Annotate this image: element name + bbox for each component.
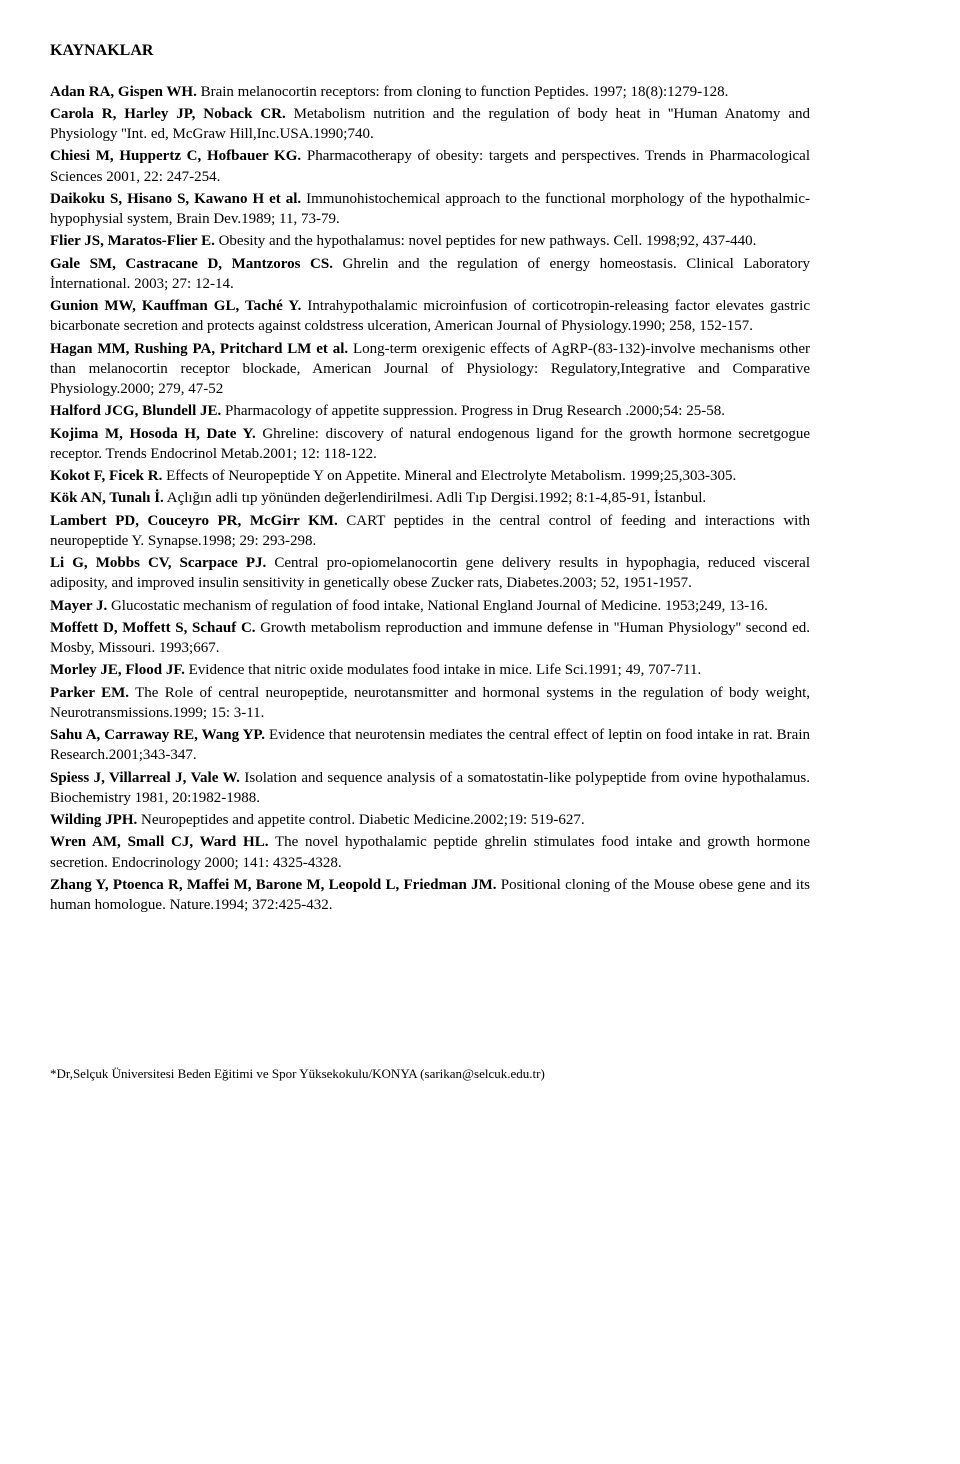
reference-entry: Carola R, Harley JP, Noback CR. Metaboli… xyxy=(50,104,810,145)
reference-entry: Zhang Y, Ptoenca R, Maffei M, Barone M, … xyxy=(50,875,810,916)
reference-authors: Kojima M, Hosoda H, Date Y. xyxy=(50,426,256,442)
reference-entry: Spiess J, Villarreal J, Vale W. Isolatio… xyxy=(50,768,810,809)
reference-entry: Mayer J. Glucostatic mechanism of regula… xyxy=(50,596,810,616)
references-heading: KAYNAKLAR xyxy=(50,40,810,62)
reference-authors: Flier JS, Maratos-Flier E. xyxy=(50,233,215,249)
reference-entry: Halford JCG, Blundell JE. Pharmacology o… xyxy=(50,401,810,421)
reference-authors: Zhang Y, Ptoenca R, Maffei M, Barone M, … xyxy=(50,877,497,893)
reference-body: Neuropeptides and appetite control. Diab… xyxy=(137,812,584,828)
reference-authors: Gunion MW, Kauffman GL, Taché Y. xyxy=(50,298,301,314)
reference-body: Evidence that nitric oxide modulates foo… xyxy=(185,662,701,678)
reference-entry: Wilding JPH. Neuropeptides and appetite … xyxy=(50,810,810,830)
reference-authors: Morley JE, Flood JF. xyxy=(50,662,185,678)
reference-entry: Gunion MW, Kauffman GL, Taché Y. Intrahy… xyxy=(50,296,810,337)
reference-body: Pharmacology of appetite suppression. Pr… xyxy=(221,403,725,419)
references-list: Adan RA, Gispen WH. Brain melanocortin r… xyxy=(50,82,810,916)
reference-entry: Hagan MM, Rushing PA, Pritchard LM et al… xyxy=(50,339,810,400)
reference-entry: Adan RA, Gispen WH. Brain melanocortin r… xyxy=(50,82,810,102)
reference-authors: Parker EM. xyxy=(50,685,129,701)
reference-authors: Spiess J, Villarreal J, Vale W. xyxy=(50,770,240,786)
reference-entry: Chiesi M, Huppertz C, Hofbauer KG. Pharm… xyxy=(50,146,810,187)
reference-authors: Adan RA, Gispen WH. xyxy=(50,84,197,100)
reference-authors: Wren AM, Small CJ, Ward HL. xyxy=(50,834,268,850)
reference-authors: Kök AN, Tunalı İ. xyxy=(50,490,164,506)
reference-entry: Parker EM. The Role of central neuropept… xyxy=(50,683,810,724)
reference-authors: Kokot F, Ficek R. xyxy=(50,468,162,484)
reference-entry: Daikoku S, Hisano S, Kawano H et al. Imm… xyxy=(50,189,810,230)
reference-body: Obesity and the hypothalamus: novel pept… xyxy=(215,233,757,249)
reference-entry: Morley JE, Flood JF. Evidence that nitri… xyxy=(50,660,810,680)
reference-authors: Daikoku S, Hisano S, Kawano H et al. xyxy=(50,191,301,207)
reference-authors: Wilding JPH. xyxy=(50,812,137,828)
reference-body: Açlığın adli tıp yönünden değerlendirilm… xyxy=(164,490,706,506)
reference-entry: Kojima M, Hosoda H, Date Y. Ghreline: di… xyxy=(50,424,810,465)
reference-entry: Kök AN, Tunalı İ. Açlığın adli tıp yönün… xyxy=(50,488,810,508)
reference-entry: Kokot F, Ficek R. Effects of Neuropeptid… xyxy=(50,466,810,486)
reference-entry: Wren AM, Small CJ, Ward HL. The novel hy… xyxy=(50,832,810,873)
page-footer-affiliation: *Dr,Selçuk Üniversitesi Beden Eğitimi ve… xyxy=(50,1065,810,1083)
reference-authors: Chiesi M, Huppertz C, Hofbauer KG. xyxy=(50,148,301,164)
reference-authors: Halford JCG, Blundell JE. xyxy=(50,403,221,419)
reference-authors: Sahu A, Carraway RE, Wang YP. xyxy=(50,727,265,743)
reference-entry: Li G, Mobbs CV, Scarpace PJ. Central pro… xyxy=(50,553,810,594)
reference-body: Brain melanocortin receptors: from cloni… xyxy=(197,84,729,100)
reference-authors: Moffett D, Moffett S, Schauf C. xyxy=(50,620,256,636)
reference-authors: Carola R, Harley JP, Noback CR. xyxy=(50,106,286,122)
reference-entry: Sahu A, Carraway RE, Wang YP. Evidence t… xyxy=(50,725,810,766)
reference-entry: Lambert PD, Couceyro PR, McGirr KM. CART… xyxy=(50,511,810,552)
reference-entry: Moffett D, Moffett S, Schauf C. Growth m… xyxy=(50,618,810,659)
reference-authors: Lambert PD, Couceyro PR, McGirr KM. xyxy=(50,513,338,529)
reference-authors: Li G, Mobbs CV, Scarpace PJ. xyxy=(50,555,266,571)
reference-entry: Flier JS, Maratos-Flier E. Obesity and t… xyxy=(50,231,810,251)
reference-body: Glucostatic mechanism of regulation of f… xyxy=(107,598,768,614)
reference-entry: Gale SM, Castracane D, Mantzoros CS. Ghr… xyxy=(50,254,810,295)
reference-authors: Mayer J. xyxy=(50,598,107,614)
reference-authors: Hagan MM, Rushing PA, Pritchard LM et al… xyxy=(50,341,348,357)
reference-authors: Gale SM, Castracane D, Mantzoros CS. xyxy=(50,256,333,272)
reference-body: Effects of Neuropeptide Y on Appetite. M… xyxy=(162,468,736,484)
reference-body: The Role of central neuropeptide, neurot… xyxy=(50,685,810,721)
